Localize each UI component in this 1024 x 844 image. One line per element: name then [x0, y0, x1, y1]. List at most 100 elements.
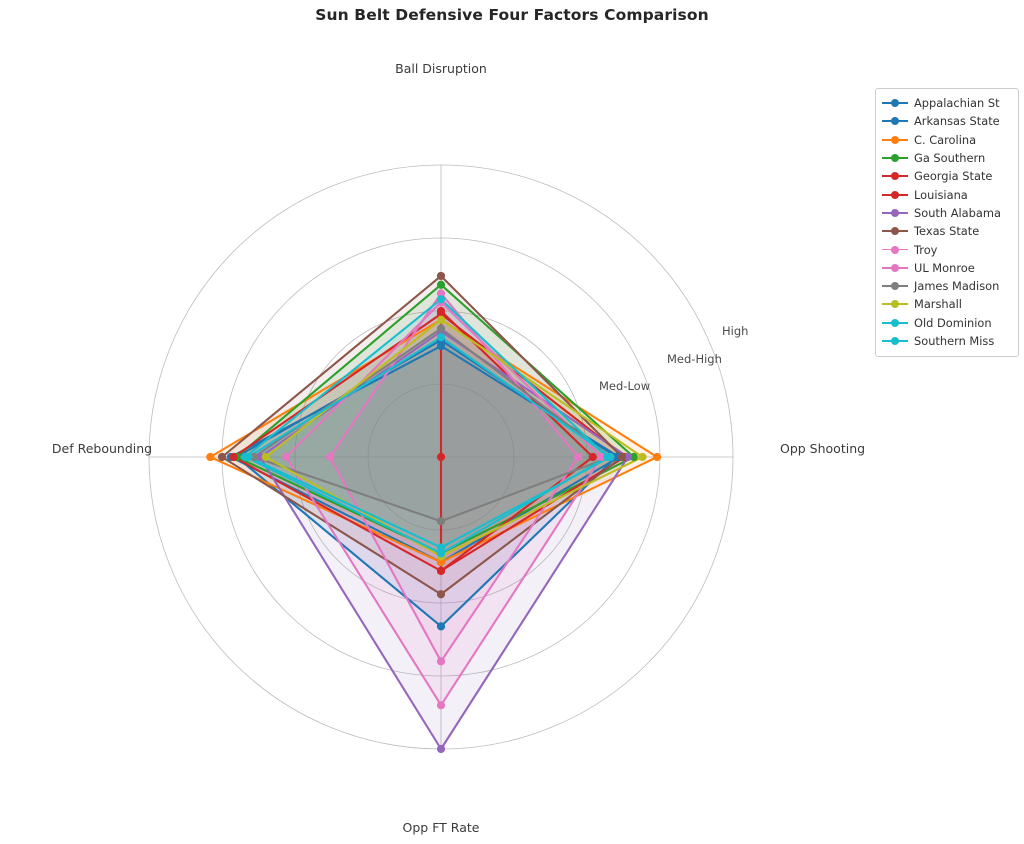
legend-item[interactable]: Ga Southern: [882, 149, 1012, 167]
legend-item[interactable]: Louisiana: [882, 185, 1012, 203]
series-marker: [629, 452, 638, 462]
series-fill: [248, 337, 611, 548]
series-marker: [606, 452, 615, 462]
series-fill: [265, 319, 643, 557]
series-fill-layer: [210, 275, 658, 749]
legend-item[interactable]: Marshall: [882, 295, 1012, 313]
legend-swatch-icon: [882, 225, 908, 237]
legend-label: Marshall: [914, 297, 962, 312]
series-marker: [588, 452, 597, 462]
legend-swatch-icon: [882, 189, 908, 201]
series-marker: [597, 452, 606, 462]
legend-swatch-icon: [882, 152, 908, 164]
series-marker: [229, 452, 238, 462]
rtick-label-med-high: Med-High: [667, 352, 722, 366]
series-marker: [436, 306, 446, 316]
legend-item[interactable]: James Madison: [882, 277, 1012, 295]
legend-swatch-icon: [882, 115, 908, 127]
series-marker: [250, 452, 259, 462]
series-marker: [255, 452, 265, 462]
series-marker: [436, 341, 446, 351]
legend-item[interactable]: Arkansas State: [882, 112, 1012, 130]
series-marker: [206, 452, 215, 462]
series-marker: [325, 452, 335, 462]
legend-swatch-icon: [882, 244, 908, 256]
series-fill: [254, 328, 611, 522]
legend-item[interactable]: Appalachian St: [882, 94, 1012, 112]
series-fill: [245, 299, 608, 554]
series-marker: [436, 622, 446, 631]
legend-swatch-icon: [882, 207, 908, 219]
legend-label: Appalachian St: [914, 96, 1000, 111]
series-marker: [261, 452, 270, 462]
series-marker: [436, 452, 446, 462]
series-marker: [436, 333, 446, 342]
axis-label-opp-ft-rate: Opp FT Rate: [402, 820, 480, 835]
series-marker: [436, 517, 446, 526]
series-marker: [282, 452, 291, 462]
axis-label-opp-shooting: Opp Shooting: [780, 441, 866, 456]
series-marker: [436, 657, 446, 666]
legend-label: Texas State: [914, 224, 980, 239]
series-marker: [623, 452, 632, 462]
legend-label: Louisiana: [914, 187, 968, 202]
series-marker: [436, 590, 446, 599]
axis-label-def-rebounding: Def Rebounding: [51, 441, 153, 456]
legend-label: Southern Miss: [914, 334, 995, 348]
legend-item[interactable]: UL Monroe: [882, 259, 1012, 277]
rtick-label-high: High: [722, 324, 749, 338]
series-marker: [436, 543, 446, 552]
legend[interactable]: Appalachian St Arkansas State C. Carolina G…: [875, 88, 1019, 358]
series-fill: [230, 346, 620, 563]
axis-label-ball-disruption: Ball Disruption: [395, 61, 487, 76]
series-marker: [436, 701, 446, 710]
legend-swatch-icon: [882, 170, 908, 182]
series-marker: [617, 452, 627, 462]
series-marker-layer: [206, 271, 662, 754]
series-marker: [244, 452, 253, 462]
legend-label: Georgia State: [914, 169, 993, 184]
legend-item[interactable]: Old Dominion: [882, 314, 1012, 332]
series-marker: [436, 315, 446, 324]
series-marker: [436, 549, 446, 558]
legend-item[interactable]: Troy: [882, 240, 1012, 258]
legend-label: C. Carolina: [914, 132, 977, 147]
series-fill: [286, 302, 602, 706]
series-marker: [574, 452, 583, 462]
legend-label: Old Dominion: [914, 315, 992, 330]
rtick-label-med-low: Med-Low: [599, 379, 651, 393]
series-marker: [436, 744, 446, 754]
legend-item[interactable]: Southern Miss: [882, 332, 1012, 350]
legend-label: South Alabama: [914, 205, 1001, 220]
series-marker: [436, 566, 446, 575]
legend-item[interactable]: Georgia State: [882, 167, 1012, 185]
series-fill: [259, 331, 628, 749]
legend-item[interactable]: South Alabama: [882, 204, 1012, 222]
legend-item[interactable]: C. Carolina: [882, 131, 1012, 149]
legend-swatch-icon: [882, 298, 908, 310]
chart-title: Sun Belt Defensive Four Factors Comparis…: [315, 6, 709, 24]
legend-swatch-icon: [882, 262, 908, 274]
series-marker: [436, 289, 446, 298]
legend-item[interactable]: Texas State: [882, 222, 1012, 240]
series-marker: [436, 324, 446, 333]
series-marker: [652, 452, 662, 462]
legend-label: UL Monroe: [914, 260, 975, 275]
legend-label: Ga Southern: [914, 151, 986, 166]
series-marker: [217, 452, 227, 462]
legend-swatch-icon: [882, 335, 908, 347]
legend-label: James Madison: [914, 279, 1000, 294]
series-marker: [436, 271, 446, 281]
series-marker: [436, 295, 446, 304]
series-marker: [436, 280, 446, 289]
series-marker: [436, 558, 446, 567]
legend-swatch-icon: [882, 97, 908, 109]
legend-label: Arkansas State: [914, 114, 1000, 129]
legend-swatch-icon: [882, 280, 908, 292]
rtick-label-low: Low: [521, 404, 544, 418]
legend-swatch-icon: [882, 134, 908, 146]
legend-swatch-icon: [882, 317, 908, 329]
series-marker: [638, 452, 647, 462]
